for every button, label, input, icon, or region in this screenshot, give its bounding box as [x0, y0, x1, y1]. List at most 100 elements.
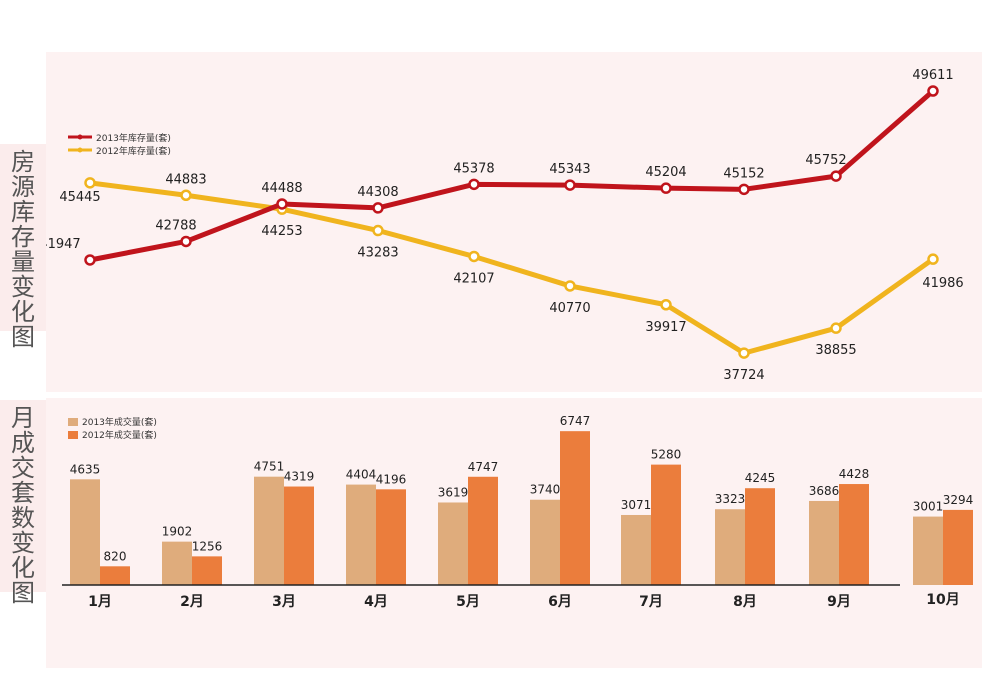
bar-value-deal2012-9: 4428	[839, 467, 870, 481]
point-inv2012-5	[468, 250, 480, 263]
bar-value-deal2012-10: 3294	[943, 493, 974, 507]
legend-swatch-deal2013	[68, 418, 78, 426]
legend-label-deal2013: 2013年成交量(套)	[82, 416, 157, 428]
x-tick-label-2: 2月	[180, 594, 204, 610]
value-label-inv2013-5: 45378	[453, 161, 494, 176]
point-inv2013-9	[830, 170, 842, 182]
value-label-inv2013-9: 45752	[805, 153, 846, 168]
point-inv2012-2	[180, 189, 192, 202]
bar-deal2013-1	[70, 479, 100, 585]
point-inv2013-10	[927, 85, 939, 97]
inventory-line-chart: 41947 42788 44488 44308 45378 45343 45204 45152…	[39, 68, 963, 383]
bar-deal2013-8	[715, 509, 745, 585]
bar-deal2013-4	[346, 484, 376, 585]
bar-deal2012-4	[376, 489, 406, 585]
point-inv2013-8	[738, 183, 750, 196]
point-inv2012-6	[564, 280, 576, 292]
x-tick-label-4: 4月	[364, 594, 388, 610]
legend-swatch-deal2012	[68, 431, 78, 439]
value-label-inv2013-4: 44308	[357, 185, 398, 200]
bar-value-deal2013-1: 4635	[70, 462, 101, 476]
bar-deal2012-10	[943, 509, 973, 585]
point-inv2013-3	[276, 198, 288, 210]
x-tick-label-3: 3月	[272, 594, 296, 610]
bar-value-deal2012-2: 1256	[192, 539, 223, 553]
x-tick-label-5: 5月	[456, 594, 480, 610]
bar-deal2012-7	[651, 464, 681, 585]
value-label-inv2013-8: 45152	[723, 166, 764, 181]
value-label-inv2013-10: 49611	[912, 68, 953, 83]
value-label-inv2012-2: 44883	[165, 172, 206, 187]
bar-value-deal2013-2: 1902	[162, 525, 193, 539]
series-line-inv2013	[87, 88, 936, 263]
point-inv2012-8	[738, 347, 750, 359]
bar-deal2013-6	[530, 499, 560, 585]
bar-value-deal2012-5: 4747	[468, 460, 499, 474]
x-tick-label-7: 7月	[639, 594, 663, 610]
point-inv2013-1	[84, 254, 96, 266]
bar-value-deal2012-7: 5280	[651, 448, 682, 462]
bar-deal2012-1	[100, 566, 130, 585]
bar-deal2012-3	[284, 486, 314, 585]
bar-deal2013-10	[913, 516, 943, 585]
legend-label-inv2012: 2012年库存量(套)	[96, 145, 171, 157]
point-inv2013-5	[468, 178, 480, 191]
legend-marker-inv2013	[77, 134, 83, 140]
x-tick-label-6: 6月	[548, 594, 572, 610]
point-inv2012-4	[372, 224, 384, 237]
x-tick-label-9: 9月	[827, 594, 851, 610]
series-line-inv2012	[87, 180, 936, 356]
point-inv2012-10	[927, 253, 939, 265]
x-tick-label-8: 8月	[733, 594, 757, 610]
point-inv2012-1	[84, 177, 96, 189]
inventory-panel-background	[46, 52, 982, 392]
point-inv2013-7	[660, 182, 672, 194]
bar-deal2013-2	[162, 541, 192, 585]
value-label-inv2012-7: 39917	[645, 320, 686, 335]
bar-deal2012-6	[560, 431, 590, 585]
bar-value-deal2013-5: 3619	[438, 485, 469, 499]
bar-deal2012-9	[839, 484, 869, 585]
bar-value-deal2013-8: 3323	[715, 492, 746, 506]
deals-chart-title: 月成交套数变化图	[0, 400, 46, 606]
bar-value-deal2012-1: 820	[104, 549, 127, 563]
value-label-inv2012-8: 37724	[723, 368, 764, 383]
x-tick-label-1: 1月	[88, 594, 112, 610]
bar-deal2013-5	[438, 502, 468, 585]
legend-label-deal2012: 2012年成交量(套)	[82, 429, 157, 441]
x-tick-label-10: 10月	[926, 592, 959, 608]
value-label-inv2012-10: 41986	[922, 276, 963, 291]
bar-value-deal2012-3: 4319	[284, 470, 315, 484]
bar-deal2013-7	[621, 514, 651, 585]
bar-value-deal2013-9: 3686	[809, 484, 840, 498]
value-label-inv2013-7: 45204	[645, 165, 686, 180]
value-label-inv2013-6: 45343	[549, 162, 590, 177]
point-inv2013-4	[372, 202, 384, 214]
value-label-inv2012-3: 44253	[261, 224, 302, 239]
bar-deal2012-2	[192, 556, 222, 585]
bar-value-deal2013-4: 4404	[346, 468, 377, 482]
point-inv2012-9	[830, 322, 842, 334]
point-inv2012-7	[660, 299, 672, 311]
bar-value-deal2013-6: 3740	[530, 483, 561, 497]
bar-value-deal2013-10: 3001	[913, 500, 944, 514]
legend-label-inv2013: 2013年库存量(套)	[96, 132, 171, 144]
legend-marker-inv2012	[77, 147, 83, 153]
point-inv2013-2	[180, 235, 192, 248]
value-label-inv2013-1: 41947	[39, 237, 80, 252]
bar-value-deal2013-7: 3071	[621, 498, 652, 512]
value-label-inv2012-5: 42107	[453, 271, 494, 286]
bar-value-deal2013-3: 4751	[254, 460, 285, 474]
bar-deal2012-5	[468, 476, 498, 585]
value-label-inv2012-9: 38855	[815, 343, 856, 358]
value-label-inv2012-6: 40770	[549, 301, 590, 316]
bar-deal2013-9	[809, 500, 839, 585]
bar-value-deal2012-8: 4245	[745, 471, 776, 485]
bar-value-deal2012-4: 4196	[376, 472, 407, 486]
point-inv2013-6	[564, 179, 576, 191]
value-label-inv2012-1: 45445	[59, 190, 100, 205]
bar-value-deal2012-6: 6747	[560, 414, 591, 428]
value-label-inv2013-2: 42788	[155, 218, 196, 233]
